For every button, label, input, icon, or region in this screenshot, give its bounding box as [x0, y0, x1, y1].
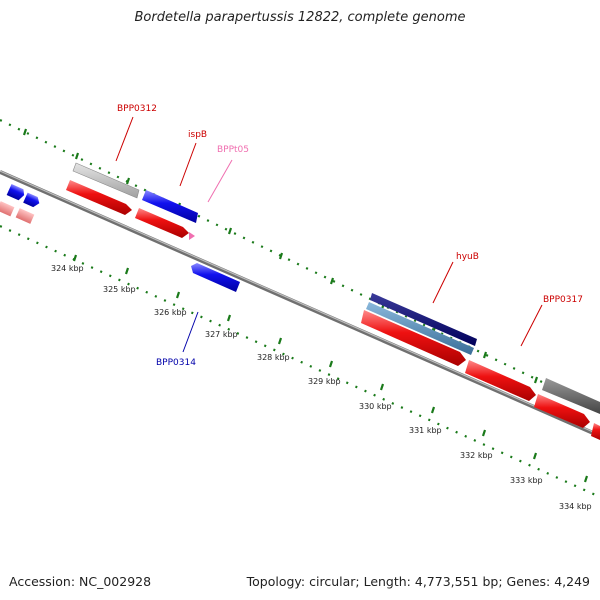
tick-label: 334 kbp — [559, 502, 592, 511]
inner-tick-track — [0, 224, 600, 499]
gene-feature[interactable] — [591, 423, 600, 440]
label-callouts — [115, 116, 543, 353]
gene-label-bpp0312[interactable]: BPP0312 — [117, 104, 157, 114]
tick-label: 327 kbp — [205, 330, 238, 339]
topology-text: Topology: circular; Length: 4,773,551 bp… — [246, 574, 590, 589]
tick-label: 333 kbp — [510, 476, 543, 485]
gene-feature[interactable] — [361, 310, 466, 366]
gene-feature[interactable] — [542, 378, 600, 414]
accession-text: Accession: NC_002928 — [9, 574, 152, 589]
outer-tick-track — [0, 119, 600, 411]
gene-label-ispb[interactable]: ispB — [188, 130, 207, 140]
gene-label-hyub[interactable]: hyuB — [456, 252, 479, 262]
gene-feature[interactable] — [370, 293, 477, 346]
tick-label: 332 kbp — [460, 451, 493, 460]
tick-label: 330 kbp — [359, 402, 392, 411]
gene-feature[interactable] — [15, 208, 35, 224]
inner-major-ticks — [72, 254, 589, 483]
gene-feature[interactable] — [66, 180, 132, 215]
tick-label: 329 kbp — [308, 377, 341, 386]
gene-label-bpp0314[interactable]: BPP0314 — [156, 358, 196, 368]
tick-label: 331 kbp — [409, 426, 442, 435]
tick-label: 328 kbp — [257, 353, 290, 362]
gene-feature[interactable] — [534, 394, 590, 428]
tick-label: 325 kbp — [103, 285, 136, 294]
genome-backbone — [0, 170, 600, 438]
gene-feature[interactable] — [142, 190, 198, 223]
gene-feature[interactable] — [72, 162, 140, 199]
gene-feature[interactable] — [135, 208, 189, 238]
gene-feature[interactable] — [191, 263, 240, 292]
tick-label: 326 kbp — [154, 308, 187, 317]
gene-features[interactable] — [0, 162, 600, 440]
tick-labels: 324 kbp 325 kbp 326 kbp 327 kbp 328 kbp … — [51, 264, 592, 511]
gene-label-bpp0317[interactable]: BPP0317 — [543, 295, 583, 305]
gene-feature[interactable] — [366, 302, 474, 355]
tick-label: 324 kbp — [51, 264, 84, 273]
gene-feature[interactable] — [6, 183, 26, 201]
gene-feature[interactable] — [0, 201, 15, 217]
gene-labels: BPP0312 ispB BPPt05 BPP0314 hyuB BPP0317 — [117, 104, 583, 368]
gene-feature[interactable] — [465, 360, 536, 401]
gene-feature[interactable] — [189, 232, 195, 240]
page-title: Bordetella parapertussis 12822, complete… — [134, 10, 466, 25]
gene-label-bppt05[interactable]: BPPt05 — [217, 145, 249, 155]
gene-feature[interactable] — [23, 192, 41, 209]
